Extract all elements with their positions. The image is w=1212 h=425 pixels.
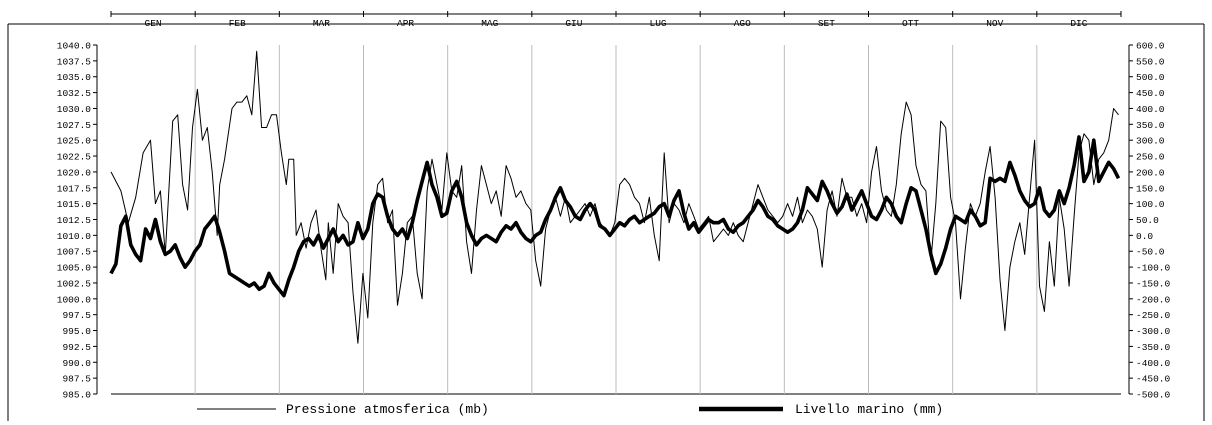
month-labels: GEN FEB MAR APR MAG GIU LUG AGO SET OTT NOV DIC (145, 18, 1088, 29)
right-tick-label: -400.0 (1136, 358, 1171, 369)
right-tick-label: 150.0 (1136, 183, 1165, 194)
right-tick-label: 600.0 (1136, 41, 1165, 52)
month-label-mag: MAG (481, 18, 498, 29)
right-axis: -500.0 -450.0 -400.0 -350.0 -300.0 -250.0 -200… (1128, 41, 1171, 401)
right-tick-label: -300.0 (1136, 326, 1171, 337)
right-tick-label: -100.0 (1136, 263, 1171, 274)
left-tick-label: 1017.5 (57, 183, 92, 194)
left-tick-label: 1037.5 (57, 56, 92, 67)
left-tick-label: 1035.0 (57, 72, 92, 83)
left-tick-label: 1020.0 (57, 167, 92, 178)
right-tick-label: -50.0 (1136, 247, 1165, 258)
left-axis: 985.0 987.5 990.0 992.5 995.0 997.5 1000.0 1002… (57, 41, 98, 401)
grid-layer (110, 11, 1122, 394)
month-label-nov: NOV (986, 18, 1003, 29)
left-tick-label: 1025.0 (57, 136, 92, 147)
month-label-feb: FEB (229, 18, 246, 29)
right-tick-label: -500.0 (1136, 390, 1171, 401)
right-tick-label: -450.0 (1136, 374, 1171, 385)
left-tick-label: 1012.5 (57, 215, 92, 226)
left-tick-label: 1040.0 (57, 41, 92, 52)
legend: Pressione atmosferica (mb) Livello marin… (197, 402, 943, 417)
left-tick-label: 997.5 (62, 310, 91, 321)
left-tick-label: 1027.5 (57, 120, 92, 131)
left-tick-label: 1022.5 (57, 152, 92, 163)
month-label-giu: GIU (565, 18, 582, 29)
left-tick-label: 1002.5 (57, 278, 92, 289)
right-tick-label: 250.0 (1136, 152, 1165, 163)
left-tick-label: 1005.0 (57, 263, 92, 274)
right-tick-label: 550.0 (1136, 56, 1165, 67)
legend-label-livello: Livello marino (mm) (795, 402, 943, 417)
series-layer (109, 50, 1121, 344)
left-tick-label: 1015.0 (57, 199, 92, 210)
left-tick-label: 987.5 (62, 374, 91, 385)
right-tick-label: 100.0 (1136, 199, 1165, 210)
legend-label-pressione: Pressione atmosferica (mb) (286, 402, 489, 417)
left-tick-label: 1032.5 (57, 88, 92, 99)
month-label-ago: AGO (734, 18, 751, 29)
series-line-pressione (110, 50, 1119, 344)
right-tick-label: 350.0 (1136, 120, 1165, 131)
right-tick-label: 500.0 (1136, 72, 1165, 83)
right-tick-label: 200.0 (1136, 167, 1165, 178)
left-tick-label: 995.0 (62, 326, 91, 337)
month-label-gen: GEN (145, 18, 162, 29)
month-label-apr: APR (397, 18, 414, 29)
month-label-set: SET (818, 18, 835, 29)
right-tick-label: -250.0 (1136, 310, 1171, 321)
month-label-lug: LUG (650, 18, 667, 29)
right-tick-label: -350.0 (1136, 342, 1171, 353)
frame-layer (7, 13, 1205, 421)
left-tick-label: 990.0 (62, 358, 91, 369)
month-label-dic: DIC (1070, 18, 1087, 29)
month-label-ott: OTT (902, 18, 919, 29)
left-tick-label: 992.5 (62, 342, 91, 353)
right-tick-label: 300.0 (1136, 136, 1165, 147)
left-tick-label: 1010.0 (57, 231, 92, 242)
left-tick-label: 1007.5 (57, 247, 92, 258)
left-tick-label: 1000.0 (57, 294, 92, 305)
right-tick-label: 400.0 (1136, 104, 1165, 115)
left-tick-label: 1030.0 (57, 104, 92, 115)
left-tick-label: 985.0 (62, 390, 91, 401)
series-line-livello (109, 135, 1121, 298)
right-tick-label: -150.0 (1136, 278, 1171, 289)
right-tick-label: 50.0 (1136, 215, 1159, 226)
right-tick-label: 0.0 (1136, 231, 1153, 242)
right-tick-label: 450.0 (1136, 88, 1165, 99)
right-tick-label: -200.0 (1136, 294, 1171, 305)
month-label-mar: MAR (313, 18, 330, 29)
